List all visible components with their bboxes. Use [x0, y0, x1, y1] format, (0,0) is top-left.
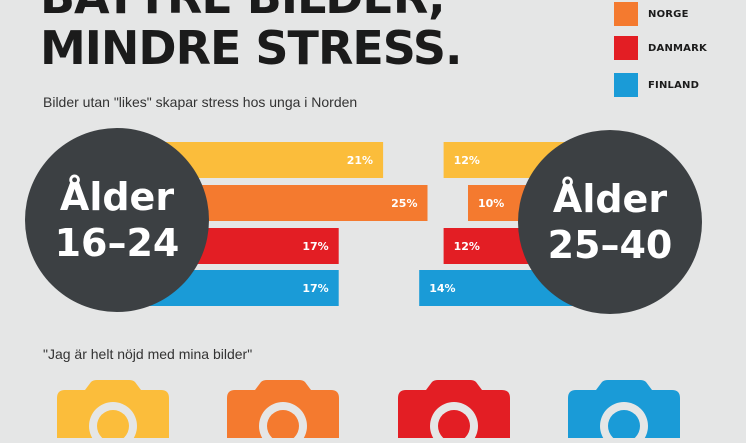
legend-label: NORGE [648, 8, 689, 20]
bar-value-label: 12% [454, 240, 480, 253]
age-circle-16-24 [25, 128, 209, 312]
circle-label-line2: 25–40 [548, 223, 673, 267]
circle-label-line1: Ålder [553, 177, 667, 221]
bar-value-label: 14% [429, 282, 455, 295]
bar-value-label: 21% [347, 154, 373, 167]
bar-value-label: 12% [454, 154, 480, 167]
chart-subtitle: Bilder utan "likes" skapar stress hos un… [43, 94, 358, 110]
camera-icon [554, 378, 694, 443]
headline-line-2: MINDRE STRESS. [40, 21, 462, 75]
legend-item-danmark: DANMARK [614, 36, 707, 60]
camera-icon [43, 378, 183, 443]
camera-icon [384, 378, 524, 443]
circle-label-line2: 16–24 [55, 221, 180, 265]
legend-swatch [614, 36, 638, 60]
legend-swatch [614, 73, 638, 97]
bar-value-label: 10% [478, 197, 504, 210]
age-circle-25-40 [518, 130, 702, 314]
legend-swatch [614, 2, 638, 26]
bar-chart: 21%25%17%17%12%10%12%14%Ålder16–24Ålder2… [25, 128, 702, 314]
circle-label-line1: Ålder [60, 175, 174, 219]
legend-label: DANMARK [648, 42, 707, 54]
camera-icon [213, 378, 353, 443]
headline-line-1: BÄTTRE BILDER, [40, 0, 560, 20]
legend-label: FINLAND [648, 79, 700, 91]
legend-item-finland: FINLAND [614, 73, 699, 97]
quote-text: "Jag är helt nöjd med mina bilder" [43, 346, 253, 362]
bar-value-label: 17% [302, 240, 328, 253]
bar-value-label: 17% [302, 282, 328, 295]
legend-item-norge: NORGE [614, 2, 689, 26]
bar-value-label: 25% [391, 197, 417, 210]
